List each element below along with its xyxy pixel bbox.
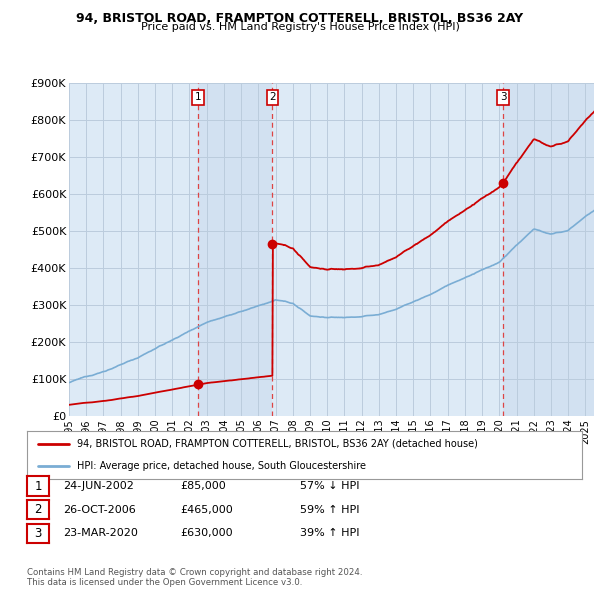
Text: 1: 1 <box>34 480 42 493</box>
Text: 94, BRISTOL ROAD, FRAMPTON COTTERELL, BRISTOL, BS36 2AY (detached house): 94, BRISTOL ROAD, FRAMPTON COTTERELL, BR… <box>77 439 478 449</box>
Text: 39% ↑ HPI: 39% ↑ HPI <box>300 529 359 538</box>
Bar <box>503 83 594 416</box>
Text: 94, BRISTOL ROAD, FRAMPTON COTTERELL, BRISTOL, BS36 2AY: 94, BRISTOL ROAD, FRAMPTON COTTERELL, BR… <box>76 12 524 25</box>
Text: 59% ↑ HPI: 59% ↑ HPI <box>300 505 359 514</box>
Text: Contains HM Land Registry data © Crown copyright and database right 2024.
This d: Contains HM Land Registry data © Crown c… <box>27 568 362 587</box>
Text: £85,000: £85,000 <box>180 481 226 491</box>
Text: 3: 3 <box>34 527 42 540</box>
Text: 3: 3 <box>500 93 506 103</box>
Text: 57% ↓ HPI: 57% ↓ HPI <box>300 481 359 491</box>
Text: 23-MAR-2020: 23-MAR-2020 <box>63 529 138 538</box>
Bar <box>198 83 272 416</box>
Text: HPI: Average price, detached house, South Gloucestershire: HPI: Average price, detached house, Sout… <box>77 461 366 471</box>
Text: 24-JUN-2002: 24-JUN-2002 <box>63 481 134 491</box>
Text: £630,000: £630,000 <box>180 529 233 538</box>
Text: 2: 2 <box>34 503 42 516</box>
Text: 1: 1 <box>194 93 201 103</box>
Text: 2: 2 <box>269 93 276 103</box>
Text: 26-OCT-2006: 26-OCT-2006 <box>63 505 136 514</box>
Text: Price paid vs. HM Land Registry's House Price Index (HPI): Price paid vs. HM Land Registry's House … <box>140 22 460 32</box>
Text: £465,000: £465,000 <box>180 505 233 514</box>
